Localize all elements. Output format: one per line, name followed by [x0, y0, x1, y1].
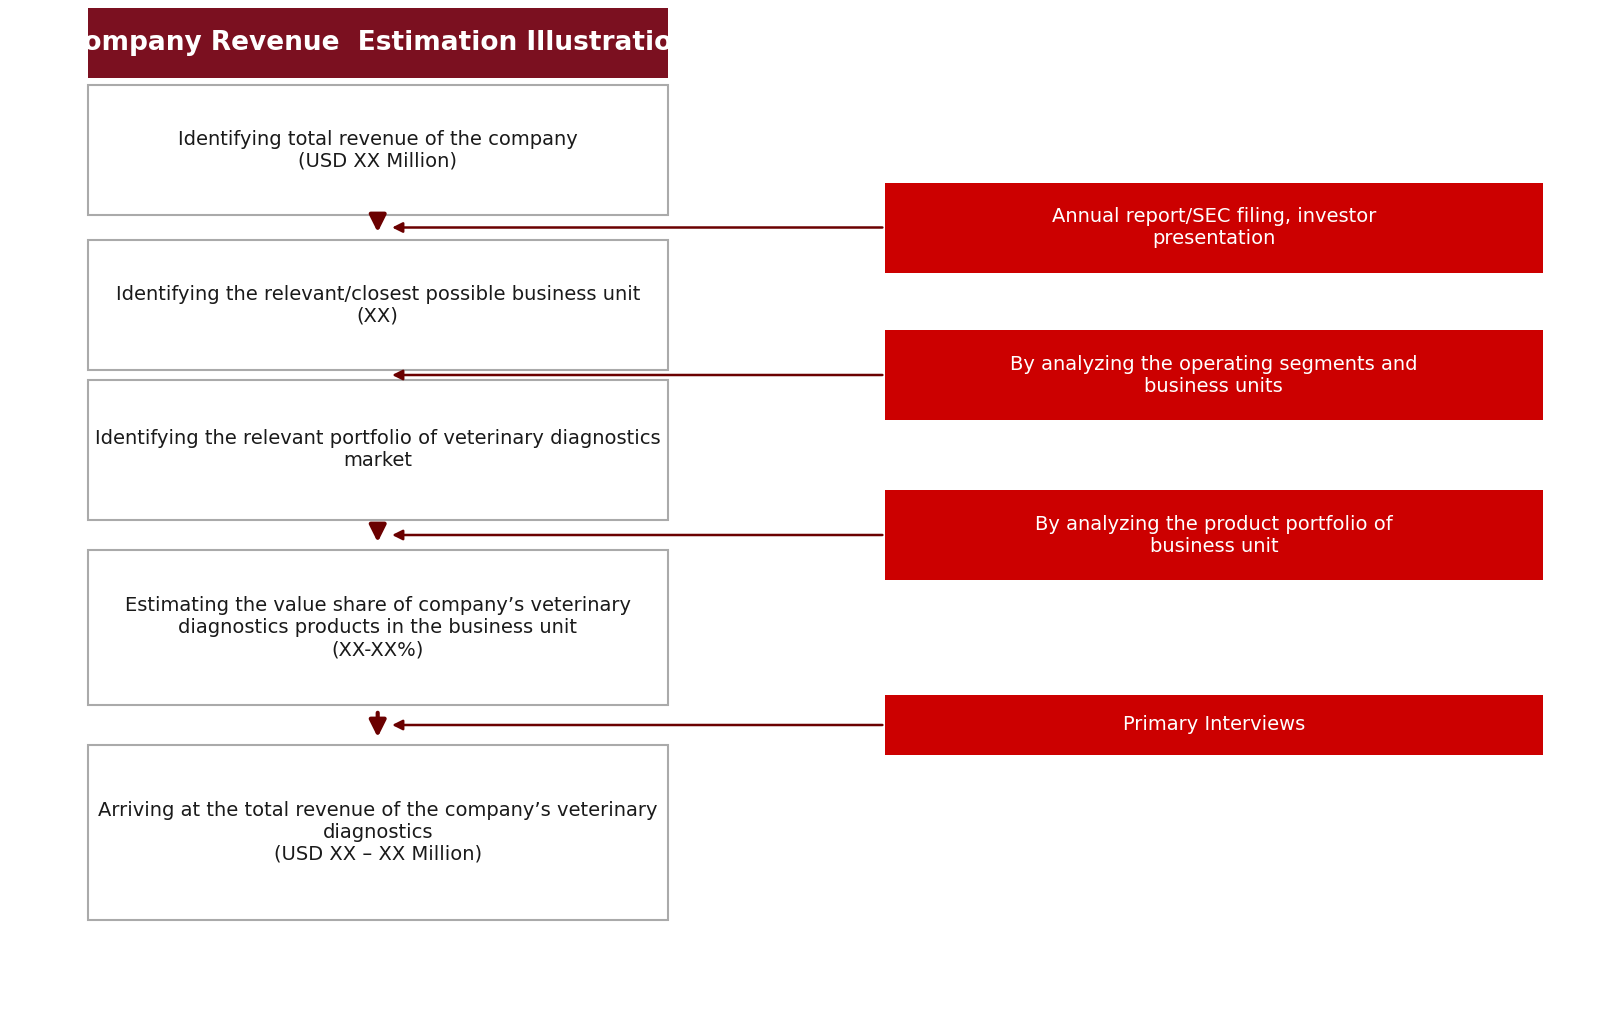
- Text: Annual report/SEC filing, investor
presentation: Annual report/SEC filing, investor prese…: [1051, 207, 1375, 248]
- Bar: [884, 490, 1541, 580]
- Bar: [884, 182, 1541, 273]
- Text: By analyzing the operating segments and
business units: By analyzing the operating segments and …: [1009, 354, 1417, 396]
- Bar: [87, 8, 667, 78]
- Text: Identifying the relevant portfolio of veterinary diagnostics
market: Identifying the relevant portfolio of ve…: [95, 430, 660, 470]
- Text: Arriving at the total revenue of the company’s veterinary
diagnostics
(USD XX – : Arriving at the total revenue of the com…: [98, 801, 657, 864]
- Text: Estimating the value share of company’s veterinary
diagnostics products in the b: Estimating the value share of company’s …: [124, 596, 631, 659]
- Bar: [87, 745, 667, 920]
- Bar: [87, 84, 667, 215]
- Bar: [87, 550, 667, 705]
- Bar: [87, 240, 667, 370]
- Text: By analyzing the product portfolio of
business unit: By analyzing the product portfolio of bu…: [1035, 514, 1391, 556]
- Text: Identifying total revenue of the company
(USD XX Million): Identifying total revenue of the company…: [178, 129, 578, 170]
- Text: Primary Interviews: Primary Interviews: [1122, 716, 1304, 735]
- Bar: [884, 330, 1541, 420]
- Text: Identifying the relevant/closest possible business unit
(XX): Identifying the relevant/closest possibl…: [116, 284, 639, 326]
- Bar: [884, 695, 1541, 755]
- Text: Company Revenue  Estimation Illustration: Company Revenue Estimation Illustration: [65, 30, 691, 56]
- Bar: [87, 380, 667, 520]
